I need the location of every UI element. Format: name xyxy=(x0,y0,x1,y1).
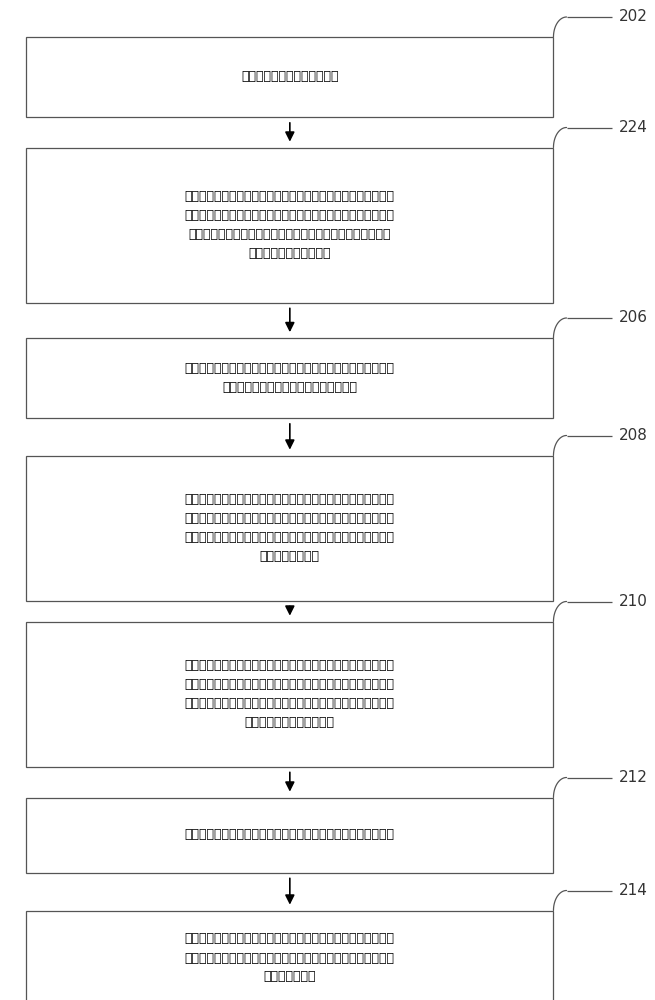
Text: 根据基础数据，确定恶臭污染物的恶臭污染物基础性质权重系数: 根据基础数据，确定恶臭污染物的恶臭污染物基础性质权重系数 xyxy=(185,828,395,842)
Text: 根据排放源的地理位置数据判断排放源是否处于目标区域内，并
根据判断结果确定恶臭污染物的地理位置复筛权重系数，目标区
域是以恶臭污染物溯源需求数据中的大气监测站的: 根据排放源的地理位置数据判断排放源是否处于目标区域内，并 根据判断结果确定恶臭污… xyxy=(185,659,395,729)
Text: 获取恶臭污染物的排放源的地理位置数据，根据地理位置数据，
确定恶臭污染物的地理位置初筛权重系数: 获取恶臭污染物的排放源的地理位置数据，根据地理位置数据， 确定恶臭污染物的地理位… xyxy=(185,362,395,394)
Text: 根据大气监测站的站点信息，以及用户选取的地点坐标和监测时
间范围，获取恶臭污染物排放后的气象轨迹数据，获取地理位置
数据和气象轨迹数据的最小空间距离，根据最小空: 根据大气监测站的站点信息，以及用户选取的地点坐标和监测时 间范围，获取恶臭污染物… xyxy=(185,493,395,563)
Text: 208: 208 xyxy=(619,428,648,443)
FancyBboxPatch shape xyxy=(26,622,553,766)
FancyBboxPatch shape xyxy=(26,37,553,117)
Text: 根据恶臭污染物溯源需求数据，构建恶臭污染物查询数据，将恶
臭污染物查询数据输入至预设的恶臭污染物数据库进行查询，得
到可疑恶臭污染物清单、并显示可疑恶臭污染物清: 根据恶臭污染物溯源需求数据，构建恶臭污染物查询数据，将恶 臭污染物查询数据输入至… xyxy=(185,190,395,260)
Text: 214: 214 xyxy=(619,883,648,898)
Text: 基于地理位置初筛权重系数、气象参数权重系数、地理位置复筛
权重系数以及恶臭污染物基础性质权重系数，得到恶臭污染物的
排放源排放概率: 基于地理位置初筛权重系数、气象参数权重系数、地理位置复筛 权重系数以及恶臭污染物… xyxy=(185,932,395,984)
Text: 202: 202 xyxy=(619,9,648,24)
FancyBboxPatch shape xyxy=(26,798,553,872)
FancyBboxPatch shape xyxy=(26,456,553,600)
FancyBboxPatch shape xyxy=(26,910,553,1000)
Text: 206: 206 xyxy=(619,310,648,326)
FancyBboxPatch shape xyxy=(26,338,553,418)
Text: 获取恶臭污染物溯源需求数据: 获取恶臭污染物溯源需求数据 xyxy=(241,70,339,84)
Text: 212: 212 xyxy=(619,770,648,785)
Text: 224: 224 xyxy=(619,120,648,135)
Text: 210: 210 xyxy=(619,594,648,609)
FancyBboxPatch shape xyxy=(26,147,553,302)
